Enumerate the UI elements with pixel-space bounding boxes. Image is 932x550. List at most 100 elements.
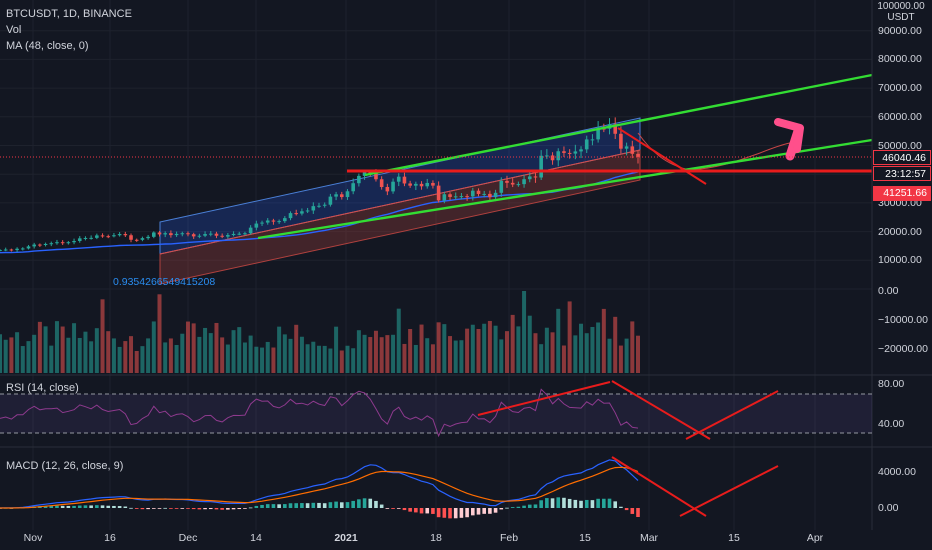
time-axis-tick: Dec (178, 532, 198, 544)
macd-hist-bar (89, 505, 93, 508)
macd-hist-bar (619, 506, 623, 508)
volume-bar (601, 308, 606, 373)
candle (117, 232, 122, 237)
candle (146, 235, 150, 240)
candle (300, 208, 304, 216)
volume-bar (282, 334, 287, 373)
candle (402, 172, 407, 187)
candle (294, 209, 299, 216)
macd-hist-bar (602, 498, 606, 508)
candle (237, 231, 242, 236)
macd-line (0, 459, 639, 509)
volume-bar (482, 323, 487, 373)
macd-hist-bar (43, 505, 48, 508)
candle (339, 191, 344, 200)
volume-bar (527, 315, 532, 373)
price-tag: 41251.66 (873, 186, 931, 201)
volume-bar (106, 331, 111, 373)
candle (636, 150, 640, 164)
macd-hist-bar (231, 508, 236, 510)
volume-bar (123, 341, 128, 373)
volume-bar (499, 339, 504, 373)
candle (77, 236, 82, 243)
macd-hist-bar (117, 506, 122, 508)
candle (385, 183, 390, 196)
macd-hist-bar (396, 508, 401, 509)
macd-pane (0, 456, 779, 519)
candle (351, 178, 355, 195)
volume-bar (618, 345, 623, 373)
volume-bar (151, 321, 156, 373)
volume-bar (636, 335, 640, 373)
candle (152, 231, 156, 239)
candle (305, 207, 310, 214)
price-axis-top-value: 100000.00 (877, 1, 925, 12)
candle (579, 146, 583, 159)
volume-bar (305, 344, 310, 373)
macd-hist-bar (391, 508, 395, 509)
macd-hist-bar (254, 505, 259, 508)
candle (260, 220, 264, 226)
volume-indicator-label[interactable]: Vol (6, 24, 22, 36)
candle (265, 218, 270, 225)
candle (197, 233, 202, 239)
volume-bar (237, 327, 242, 373)
volume-bar (294, 324, 299, 373)
volume-bar (168, 338, 173, 373)
volume-bar (624, 338, 629, 373)
volume-bar (476, 328, 481, 373)
volume-bar (425, 338, 430, 373)
macd-pane-label[interactable]: MACD (12, 26, close, 9) (6, 460, 124, 472)
candle (476, 188, 481, 197)
volume-bar (533, 333, 538, 373)
macd-hist-bar (419, 508, 424, 514)
candle (567, 149, 572, 159)
macd-hist-bar (516, 506, 521, 508)
volume-bar (459, 340, 464, 373)
volume-bar (0, 334, 2, 373)
macd-hist-bar (106, 505, 111, 508)
macd-hist-bar (482, 508, 486, 514)
time-axis-tick: 18 (430, 532, 442, 544)
symbol-title[interactable]: BTCUSDT, 1D, BINANCE (6, 8, 132, 20)
volume-bar (134, 350, 139, 373)
candle (431, 180, 435, 189)
candle (186, 231, 190, 237)
candle (38, 243, 42, 247)
candle (174, 231, 179, 237)
volume-bar (242, 342, 247, 373)
time-axis-tick: 2021 (334, 532, 358, 544)
candle (20, 247, 25, 251)
candle (277, 219, 281, 224)
candle (66, 241, 71, 245)
macd-hist-bar (374, 500, 378, 508)
volume-bars (0, 290, 640, 373)
time-axis-tick: Nov (23, 532, 43, 544)
volume-bar (157, 294, 162, 373)
candle (408, 180, 412, 188)
macd-hist-bar (49, 505, 54, 508)
rsi-line (0, 388, 639, 438)
macd-hist-bar (243, 508, 247, 509)
ma-indicator-label[interactable]: MA (48, close, 0) (6, 40, 89, 52)
rsi-band-fill (0, 394, 872, 433)
rsi-pane-label[interactable]: RSI (14, close) (6, 382, 79, 394)
candlestick-series (0, 117, 640, 253)
volume-bar (163, 342, 168, 373)
volume-bar (146, 338, 151, 373)
volume-bar (373, 330, 378, 373)
macd-hist-bar (408, 508, 412, 512)
candle (317, 202, 321, 208)
macd-hist-bar (83, 505, 88, 508)
volume-bar (430, 344, 435, 373)
macd-hist-bar (465, 508, 469, 518)
volume-bar (573, 335, 578, 373)
macd-hist-bar (539, 500, 543, 508)
volume-bar (487, 320, 492, 373)
volume-bar (317, 345, 321, 373)
volume-bar (299, 336, 304, 373)
macd-hist-bar (146, 508, 150, 510)
time-axis-tick: Feb (499, 532, 519, 544)
volume-bar (43, 326, 48, 373)
